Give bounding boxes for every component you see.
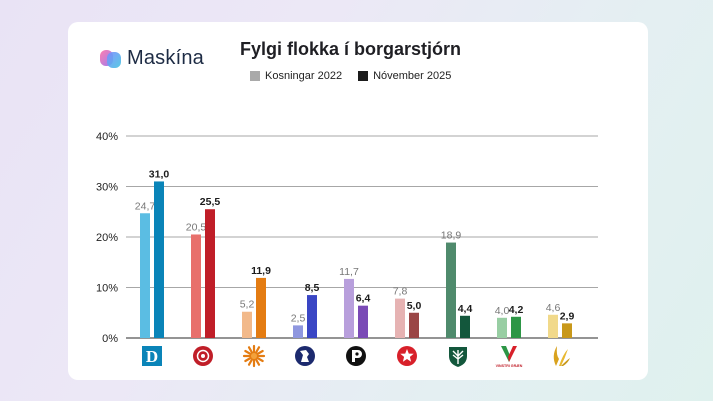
maskina-logo: Maskína xyxy=(100,47,230,71)
legend: Kosningar 2022 Nóvember 2025 xyxy=(250,70,467,82)
data-label-2022: 4,6 xyxy=(546,302,561,314)
bar-2025 xyxy=(358,305,368,338)
y-tick-label: 0% xyxy=(102,333,118,345)
bar-2022 xyxy=(446,242,456,338)
party-rose-icon xyxy=(193,346,213,366)
party-d-icon: D xyxy=(142,346,162,366)
data-label-2025: 6,4 xyxy=(356,293,371,305)
party-vg-icon: VINSTRI GRÆN xyxy=(496,346,523,368)
brand-name: Maskína xyxy=(127,47,204,69)
chart-title: Fylgi flokka í borgarstjórn xyxy=(240,39,462,59)
bar-2025 xyxy=(307,295,317,338)
legend-label-2022: Kosningar 2022 xyxy=(265,70,343,82)
y-tick-label: 10% xyxy=(96,283,118,295)
bar-2025 xyxy=(511,316,521,338)
data-label-2022: 20,5 xyxy=(186,221,207,233)
party-flame-icon xyxy=(553,346,570,366)
bar-2022 xyxy=(242,311,252,338)
bar-2022 xyxy=(548,314,558,338)
party-horse-icon xyxy=(295,346,315,366)
maskina-logo-icon xyxy=(100,50,121,68)
y-tick-label: 20% xyxy=(96,232,118,244)
chart-card: Maskína Fylgi flokka í borgarstjórn Kosn… xyxy=(68,22,648,380)
bar-2025 xyxy=(562,323,572,338)
bar-2022 xyxy=(140,213,150,338)
bar-2025 xyxy=(205,209,215,338)
bar-2022 xyxy=(344,278,354,338)
data-label-2022: 24,7 xyxy=(135,200,156,212)
legend-label-2025: Nóvember 2025 xyxy=(373,70,452,82)
legend-swatch-2025 xyxy=(358,71,369,81)
bar-2022 xyxy=(497,317,507,338)
legend-swatch-2022 xyxy=(250,71,260,81)
data-label-2025: 31,0 xyxy=(149,168,170,180)
data-label-2025: 4,2 xyxy=(509,304,524,316)
legend-item-2025: Nóvember 2025 xyxy=(358,70,451,82)
bar-chart: 0% 10% 20% 30% 40% 24,7 31,0 D 20,5 25,5 5,2 11,9 2,… xyxy=(96,131,598,368)
party-sun-icon xyxy=(242,344,266,368)
party-pirate-icon xyxy=(346,346,366,366)
data-label-2022: 11,7 xyxy=(339,266,359,278)
data-label-2025: 4,4 xyxy=(458,303,473,315)
bar-2025 xyxy=(256,277,266,338)
y-tick-label: 40% xyxy=(96,131,118,143)
data-label-2025: 5,0 xyxy=(407,300,422,312)
bar-2025 xyxy=(460,315,470,338)
data-label-2022: 7,8 xyxy=(393,286,408,298)
legend-item-2022: Kosningar 2022 xyxy=(250,70,342,82)
bar-2025 xyxy=(409,312,419,338)
data-label-2025: 2,9 xyxy=(560,310,575,322)
data-label-2025: 11,9 xyxy=(251,265,271,277)
party-tree-icon xyxy=(449,347,467,367)
bar-2022 xyxy=(293,325,303,338)
party-star-icon xyxy=(397,346,417,366)
bar-2022 xyxy=(395,298,405,338)
data-label-2022: 5,2 xyxy=(240,299,255,311)
data-label-2022: 18,9 xyxy=(441,230,462,242)
svg-text:VINSTRI GRÆN: VINSTRI GRÆN xyxy=(496,364,523,368)
y-tick-label: 30% xyxy=(96,182,118,194)
data-label-2022: 4,0 xyxy=(495,305,510,317)
bar-2022 xyxy=(191,234,201,338)
svg-text:D: D xyxy=(146,347,158,366)
data-label-2022: 2,5 xyxy=(291,312,306,324)
data-label-2025: 25,5 xyxy=(200,196,221,208)
bar-2025 xyxy=(154,181,164,338)
data-label-2025: 8,5 xyxy=(305,282,320,294)
